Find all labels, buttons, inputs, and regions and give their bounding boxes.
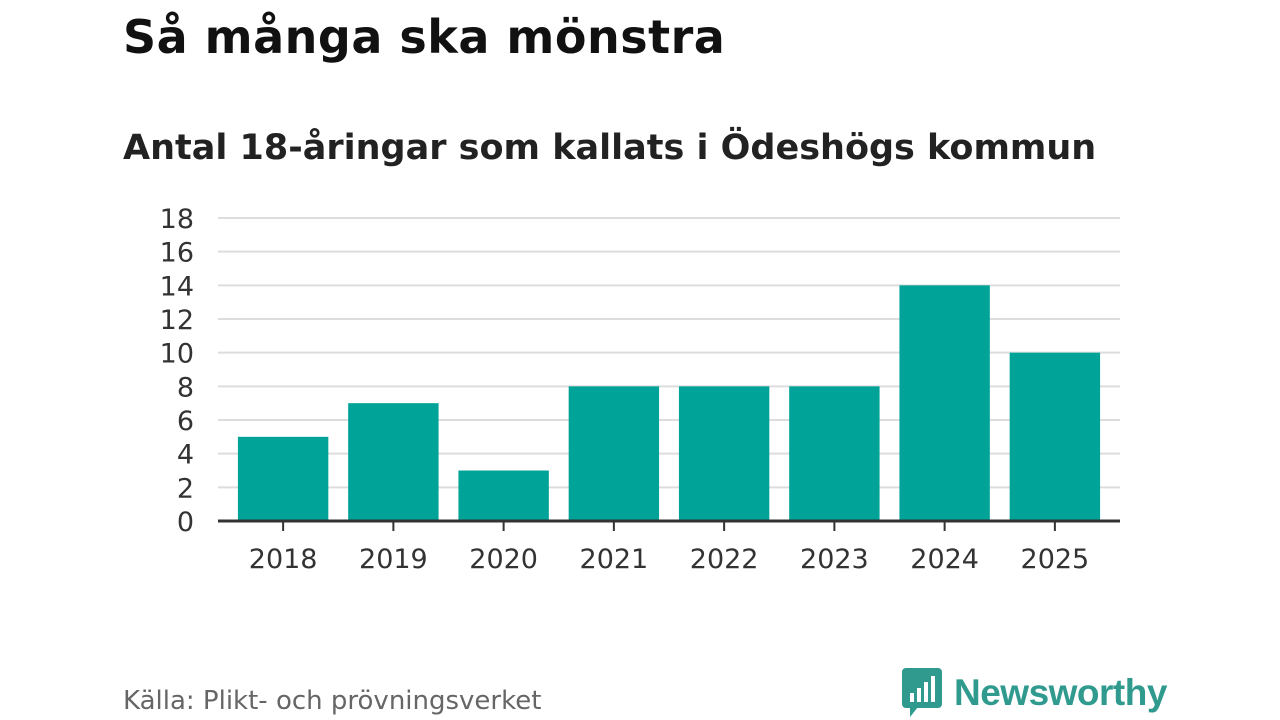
source-note: Källa: Plikt- och prövningsverket <box>123 686 542 716</box>
y-tick-label: 2 <box>177 473 194 504</box>
bar-2019 <box>348 403 439 521</box>
y-tick-label: 6 <box>177 406 194 437</box>
bar-2020 <box>458 470 549 521</box>
y-tick-label: 8 <box>177 372 194 403</box>
x-tick-label: 2023 <box>800 544 869 575</box>
y-tick-label: 4 <box>177 440 194 471</box>
bar-2022 <box>678 386 770 521</box>
x-tick-label: 2020 <box>469 544 538 575</box>
x-tick-label: 2022 <box>690 544 759 575</box>
bar-2018 <box>237 436 329 521</box>
newsworthy-logo-text: Newsworthy <box>954 672 1167 713</box>
x-tick-label: 2024 <box>910 544 979 575</box>
bar-2025 <box>1009 352 1101 521</box>
x-tick-label: 2025 <box>1021 544 1090 575</box>
y-tick-label: 12 <box>160 305 194 336</box>
bar-2024 <box>899 285 990 521</box>
y-tick-label: 14 <box>160 271 194 302</box>
newsworthy-logo-icon <box>902 668 942 717</box>
x-tick-label: 2018 <box>249 544 318 575</box>
y-tick-label: 16 <box>160 238 194 269</box>
x-tick-label: 2019 <box>359 544 428 575</box>
bar-2021 <box>568 386 660 521</box>
newsworthy-logo: Newsworthy <box>902 668 1167 718</box>
y-tick-label: 10 <box>160 339 194 370</box>
bar-2023 <box>789 386 880 521</box>
chart-subtitle: Antal 18-åringar som kallats i Ödeshögs … <box>123 128 1097 168</box>
chart-title: Så många ska mönstra <box>123 10 726 64</box>
y-tick-label: 18 <box>160 204 194 235</box>
x-tick-label: 2021 <box>580 544 649 575</box>
y-tick-label: 0 <box>177 507 194 538</box>
